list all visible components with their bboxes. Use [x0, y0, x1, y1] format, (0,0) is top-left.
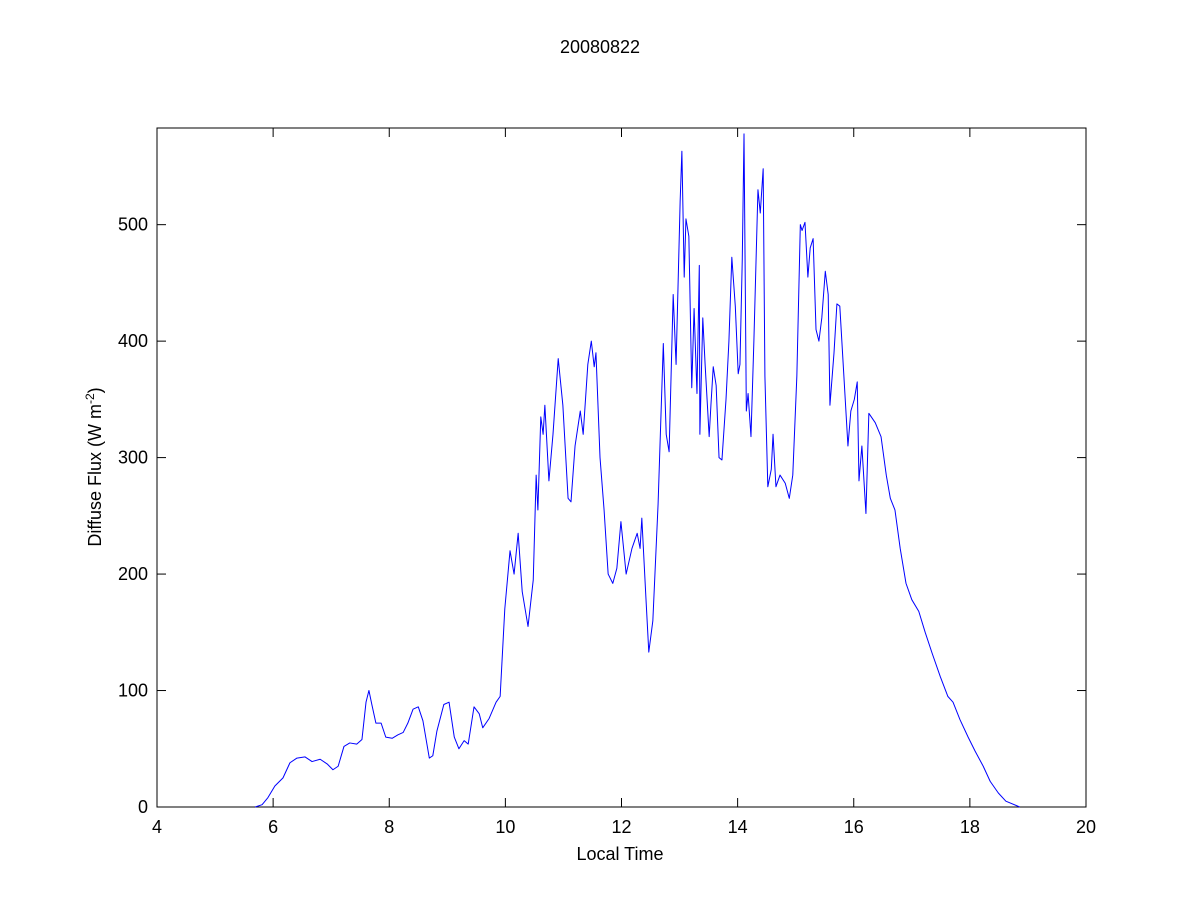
y-axis-label-exponent: -2 — [83, 393, 97, 404]
y-tick-label: 200 — [118, 564, 148, 584]
x-tick-label: 6 — [268, 817, 278, 837]
y-tick-label: 100 — [118, 681, 148, 701]
x-tick-label: 18 — [960, 817, 980, 837]
x-tick-label: 16 — [844, 817, 864, 837]
y-tick-label: 300 — [118, 448, 148, 468]
y-tick-label: 400 — [118, 331, 148, 351]
chart-title: 20080822 — [560, 37, 640, 57]
y-axis-label-end: ) — [85, 387, 105, 393]
x-tick-label: 14 — [728, 817, 748, 837]
plot-area — [156, 127, 1087, 808]
y-tick-label: 0 — [138, 797, 148, 817]
data-line — [254, 133, 1021, 808]
y-axis-label-text: Diffuse Flux (W m — [85, 404, 105, 547]
x-tick-label: 4 — [152, 817, 162, 837]
x-tick-label: 20 — [1076, 817, 1096, 837]
x-tick-label: 12 — [611, 817, 631, 837]
x-tick-label: 8 — [384, 817, 394, 837]
x-axis-label: Local Time — [576, 844, 663, 864]
x-tick-label: 10 — [495, 817, 515, 837]
y-tick-label: 500 — [118, 215, 148, 235]
y-axis-label: Diffuse Flux (W m-2) — [83, 387, 105, 546]
